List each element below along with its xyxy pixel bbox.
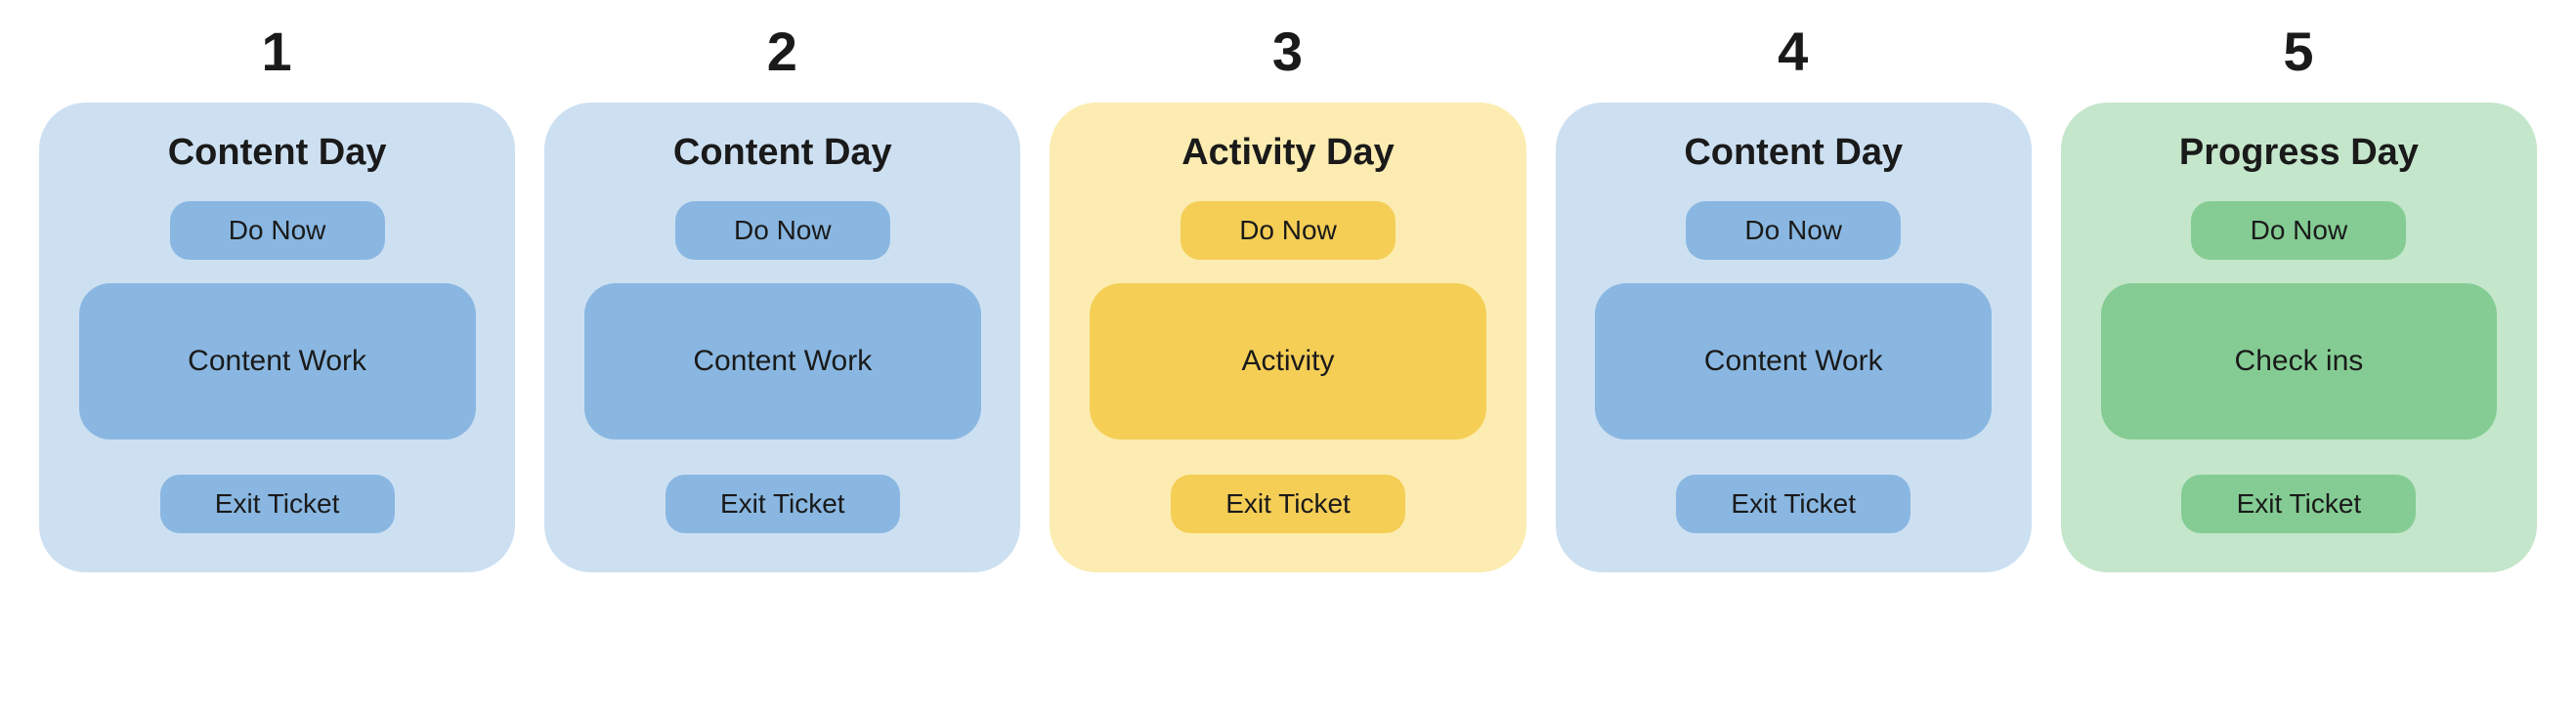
day-card: Content Day Do Now Content Work Exit Ticket [1556, 103, 2032, 572]
day-card: Content Day Do Now Content Work Exit Ticket [39, 103, 515, 572]
day-column-3: 3 Activity Day Do Now Activity Exit Ticket [1050, 20, 1525, 572]
exit-ticket-pill: Exit Ticket [1171, 475, 1405, 533]
day-number: 2 [767, 20, 798, 83]
day-column-4: 4 Content Day Do Now Content Work Exit Ticke… [1556, 20, 2032, 572]
day-number: 3 [1272, 20, 1304, 83]
day-title: Activity Day [1181, 132, 1395, 174]
do-now-pill: Do Now [2191, 201, 2406, 260]
day-card: Activity Day Do Now Activity Exit Ticket [1050, 103, 1525, 572]
day-number: 5 [2283, 20, 2314, 83]
exit-ticket-pill: Exit Ticket [160, 475, 395, 533]
main-work-pill: Activity [1090, 283, 1486, 439]
day-title: Content Day [673, 132, 892, 174]
do-now-pill: Do Now [1686, 201, 1901, 260]
main-work-pill: Content Work [79, 283, 476, 439]
day-number: 1 [262, 20, 293, 83]
exit-ticket-pill: Exit Ticket [1676, 475, 1911, 533]
day-column-2: 2 Content Day Do Now Content Work Exit Ticke… [544, 20, 1020, 572]
do-now-pill: Do Now [1181, 201, 1395, 260]
week-schedule: 1 Content Day Do Now Content Work Exit Ticke… [0, 0, 2576, 711]
day-number: 4 [1778, 20, 1809, 83]
exit-ticket-pill: Exit Ticket [2181, 475, 2416, 533]
main-work-pill: Check ins [2101, 283, 2498, 439]
day-title: Content Day [168, 132, 387, 174]
day-column-5: 5 Progress Day Do Now Check ins Exit Ticket [2061, 20, 2537, 572]
main-work-pill: Content Work [1595, 283, 1992, 439]
day-card: Progress Day Do Now Check ins Exit Ticket [2061, 103, 2537, 572]
day-title: Progress Day [2179, 132, 2419, 174]
do-now-pill: Do Now [170, 201, 385, 260]
do-now-pill: Do Now [675, 201, 890, 260]
day-card: Content Day Do Now Content Work Exit Ticket [544, 103, 1020, 572]
day-column-1: 1 Content Day Do Now Content Work Exit Ticke… [39, 20, 515, 572]
day-title: Content Day [1684, 132, 1903, 174]
main-work-pill: Content Work [584, 283, 981, 439]
exit-ticket-pill: Exit Ticket [665, 475, 900, 533]
